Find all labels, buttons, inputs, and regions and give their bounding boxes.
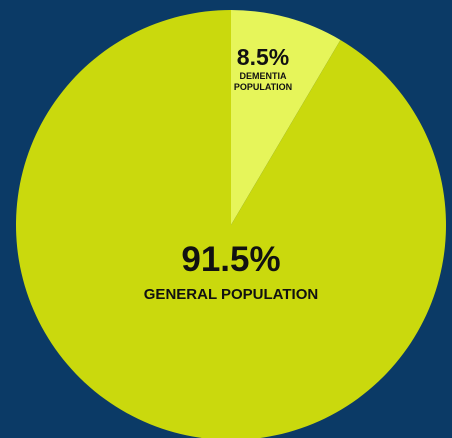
- slice-label-dementia-line1: DEMENTIA: [240, 71, 288, 81]
- pie-slice-general: [16, 10, 446, 438]
- slice-value-dementia: 8.5%: [237, 44, 289, 70]
- slice-value-general: 91.5%: [181, 240, 280, 279]
- pie-slices: [16, 10, 446, 438]
- slice-label-dementia-line2: POPULATION: [234, 82, 292, 92]
- pie-slice-dementia: [231, 10, 341, 225]
- slice-label-general: GENERAL POPULATION: [144, 286, 318, 303]
